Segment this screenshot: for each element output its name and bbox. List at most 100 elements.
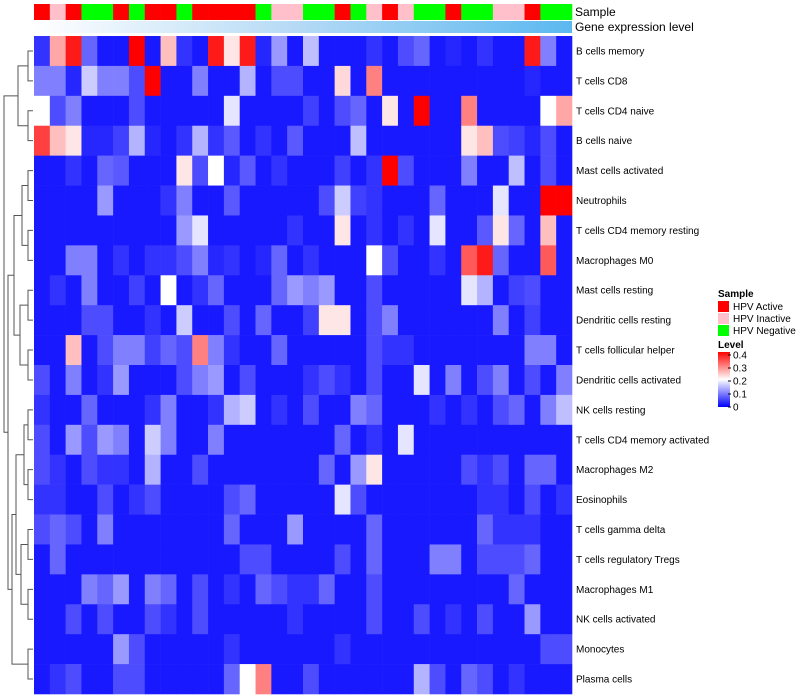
- heatmap-cell: [160, 305, 177, 336]
- row-label: Mast cells activated: [576, 166, 663, 177]
- heatmap-cell: [49, 454, 66, 485]
- heatmap-cell: [223, 484, 241, 515]
- heatmap-cell: [160, 335, 177, 366]
- heatmap-cell: [160, 514, 177, 545]
- heatmap-cell: [540, 125, 557, 156]
- heatmap-cell: [477, 544, 494, 575]
- heatmap-cell: [144, 454, 161, 485]
- heatmap-cell: [208, 634, 225, 665]
- heatmap-cell: [492, 305, 510, 336]
- heatmap-cell: [113, 604, 130, 635]
- heatmap-cell: [239, 664, 256, 695]
- heatmap-cell: [334, 155, 351, 186]
- heatmap-cell: [492, 185, 510, 216]
- heatmap-cell: [113, 394, 130, 426]
- heatmap-cell: [223, 394, 241, 426]
- row-label: Dendritic cells activated: [576, 375, 681, 386]
- heatmap-cell: [287, 484, 304, 515]
- heatmap-cell: [318, 424, 335, 456]
- heatmap-cell: [160, 544, 177, 575]
- heatmap-cell: [176, 664, 193, 695]
- heatmap-cell: [81, 185, 98, 216]
- heatmap-cell: [239, 36, 256, 67]
- heatmap-cell: [477, 394, 494, 426]
- heatmap-cell: [477, 424, 494, 456]
- heatmap-cell: [49, 544, 66, 575]
- heatmap-cell: [429, 335, 446, 366]
- heatmap-cell: [160, 215, 177, 246]
- heatmap-cell: [382, 365, 399, 396]
- heatmap-cell: [34, 335, 51, 366]
- dendrogram-link: [27, 469, 33, 501]
- heatmap-cell: [429, 36, 446, 67]
- sample-annotation-cell: [318, 4, 335, 20]
- heatmap-cell: [382, 454, 399, 485]
- heatmap-cell: [192, 484, 209, 515]
- row-label: T cells gamma delta: [576, 525, 666, 536]
- heatmap-cell: [160, 454, 177, 485]
- heatmap-cell: [540, 95, 557, 127]
- heatmap-cell: [176, 454, 193, 485]
- heatmap-cell: [192, 365, 209, 396]
- heatmap-cell: [461, 185, 478, 216]
- sample-annotation-cell: [128, 4, 146, 20]
- heatmap-cell: [492, 454, 510, 485]
- heatmap-cell: [445, 394, 462, 426]
- heatmap-cell: [461, 365, 478, 396]
- heatmap-cell: [508, 394, 525, 426]
- heatmap-cell: [160, 65, 177, 97]
- heatmap-cell: [461, 36, 478, 67]
- heatmap-cell: [350, 394, 367, 426]
- heatmap-cell: [366, 454, 383, 485]
- heatmap-cell: [144, 65, 161, 97]
- heatmap-cell: [223, 514, 241, 545]
- heatmap-cell: [303, 36, 320, 67]
- heatmap-cell: [113, 65, 130, 97]
- heatmap-cell: [334, 305, 351, 336]
- legend-swatch: [718, 301, 729, 312]
- heatmap-cell: [540, 65, 557, 97]
- heatmap-cell: [413, 454, 430, 485]
- heatmap-cell: [477, 155, 494, 186]
- heatmap-cell: [413, 335, 430, 366]
- heatmap-cell: [334, 664, 351, 695]
- heatmap-cell: [287, 634, 304, 665]
- heatmap-cell: [208, 365, 225, 396]
- heatmap-cell: [445, 125, 462, 156]
- heatmap-cell: [318, 454, 335, 485]
- heatmap-cell: [97, 664, 114, 695]
- heatmap-cell: [413, 275, 430, 306]
- heatmap-cell: [492, 155, 510, 186]
- heatmap-cell: [556, 544, 573, 575]
- dendrogram-link: [27, 50, 33, 82]
- heatmap-cell: [318, 394, 335, 426]
- dendrogram-link: [17, 65, 28, 127]
- heatmap-cell: [397, 394, 415, 426]
- heatmap-cell: [160, 574, 177, 605]
- heatmap-cell: [508, 95, 525, 127]
- sample-annotation-cell: [287, 4, 304, 20]
- heatmap-cell: [366, 125, 383, 156]
- sample-annotation-cell: [255, 4, 272, 20]
- heatmap-cell: [97, 155, 114, 186]
- heatmap-cell: [271, 36, 288, 67]
- legend-title-level: Level: [718, 340, 744, 351]
- heatmap-cell: [271, 155, 288, 186]
- heatmap-cell: [65, 215, 82, 246]
- heatmap-cell: [287, 454, 304, 485]
- heatmap-cell: [208, 424, 225, 456]
- heatmap-cell: [34, 365, 51, 396]
- heatmap-cell: [429, 514, 446, 545]
- sample-annotation-cell: [508, 4, 525, 20]
- heatmap-cell: [223, 365, 241, 396]
- heatmap-cell: [397, 305, 415, 336]
- heatmap-cell: [128, 574, 146, 605]
- heatmap-cell: [223, 604, 241, 635]
- heatmap-cell: [239, 185, 256, 216]
- heatmap-cell: [49, 484, 66, 515]
- heatmap-cell: [34, 36, 51, 67]
- heatmap-cell: [366, 365, 383, 396]
- heatmap-cell: [413, 634, 430, 665]
- heatmap-cell: [128, 484, 146, 515]
